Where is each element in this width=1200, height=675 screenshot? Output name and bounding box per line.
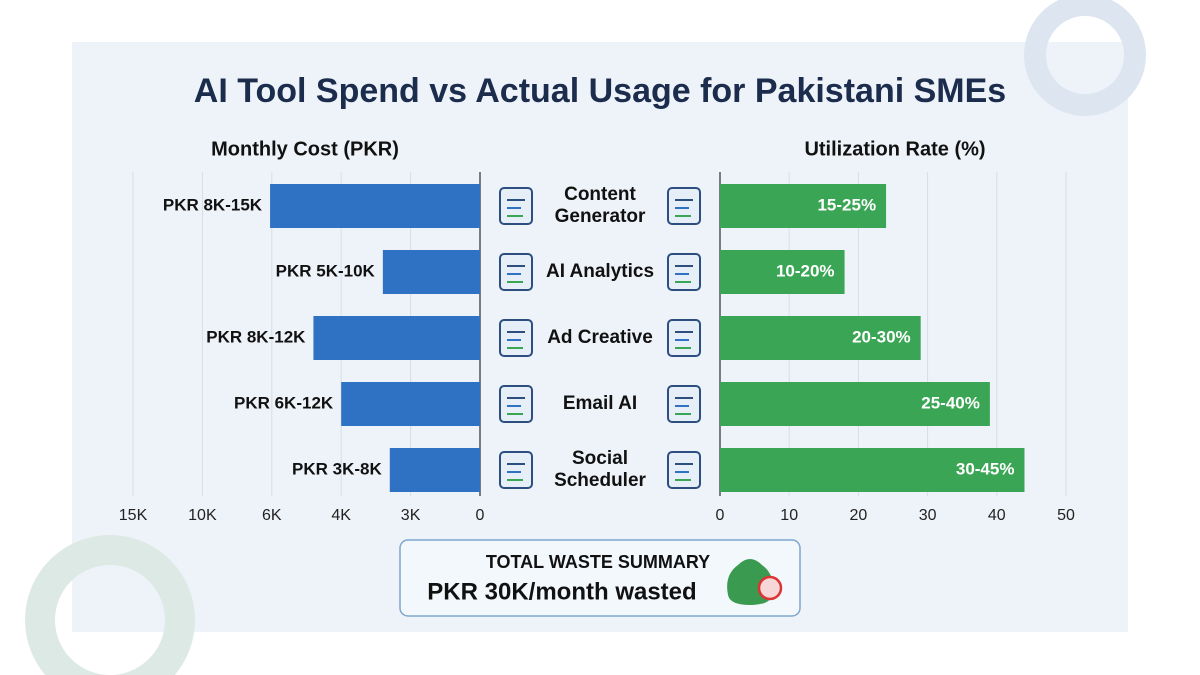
tool-icon <box>667 319 701 357</box>
cost-bar <box>270 184 480 228</box>
usage-bar <box>720 250 845 294</box>
cost-range-label: PKR 8K-12K <box>206 327 306 346</box>
x-tick-label: 40 <box>988 507 1006 524</box>
category-label: Social Scheduler <box>554 448 646 491</box>
decoration <box>1024 0 1146 116</box>
x-tick-label: 20 <box>850 507 868 524</box>
usage-range-label: 15-25% <box>817 195 876 214</box>
x-tick-label: 10 <box>780 507 798 524</box>
cost-range-label: PKR 6K-12K <box>234 393 334 412</box>
panel <box>72 42 1128 632</box>
x-tick-label: 10K <box>188 507 217 524</box>
no-icon <box>757 575 783 601</box>
cost-range-label: PKR 3K-8K <box>292 459 382 478</box>
usage-bar <box>720 184 887 228</box>
usage-bar <box>720 448 1025 492</box>
tool-icon <box>667 451 701 489</box>
category-label: Ad Creative <box>547 327 653 348</box>
chart-title: AI Tool Spend vs Actual Usage for Pakist… <box>194 72 1006 110</box>
usage-bar <box>720 316 921 360</box>
tool-icon <box>499 319 533 357</box>
summary-box <box>399 539 801 617</box>
usage-bar <box>720 382 990 426</box>
axis-label: Monthly Cost (PKR) <box>211 138 399 160</box>
usage-range-label: 20-30% <box>852 327 911 346</box>
x-tick-label: 3K <box>401 507 421 524</box>
category-label: Email AI <box>562 393 638 414</box>
cost-bar <box>313 316 480 360</box>
cost-range-label: PKR 5K-10K <box>276 261 376 280</box>
cost-range-label: PKR 8K-15K <box>163 195 263 214</box>
tool-icon <box>499 187 533 225</box>
usage-range-label: 25-40% <box>921 393 980 412</box>
tool-icon <box>667 187 701 225</box>
x-tick-label: 30 <box>919 507 937 524</box>
summary-text: PKR 30K/month wasted <box>427 578 696 605</box>
x-tick-label: 0 <box>716 507 725 524</box>
tool-icon <box>499 451 533 489</box>
usage-range-label: 30-45% <box>956 459 1015 478</box>
x-tick-label: 4K <box>331 507 351 524</box>
tool-icon <box>499 385 533 423</box>
tool-icon <box>667 253 701 291</box>
category-label: Content Generator <box>554 184 646 227</box>
usage-range-label: 10-20% <box>776 261 835 280</box>
tool-icon <box>667 385 701 423</box>
x-tick-label: 50 <box>1057 507 1075 524</box>
category-label: AI Analytics <box>545 261 655 282</box>
cost-bar <box>341 382 480 426</box>
tool-icon <box>499 253 533 291</box>
summary-heading: TOTAL WASTE SUMMARY <box>486 552 710 572</box>
cost-bar <box>382 250 480 294</box>
x-tick-label: 15K <box>119 507 148 524</box>
x-tick-label: 0 <box>476 507 485 524</box>
cost-bar <box>389 448 480 492</box>
x-tick-label: 6K <box>262 507 282 524</box>
decoration <box>25 535 195 675</box>
axis-label: Utilization Rate (%) <box>804 138 985 160</box>
